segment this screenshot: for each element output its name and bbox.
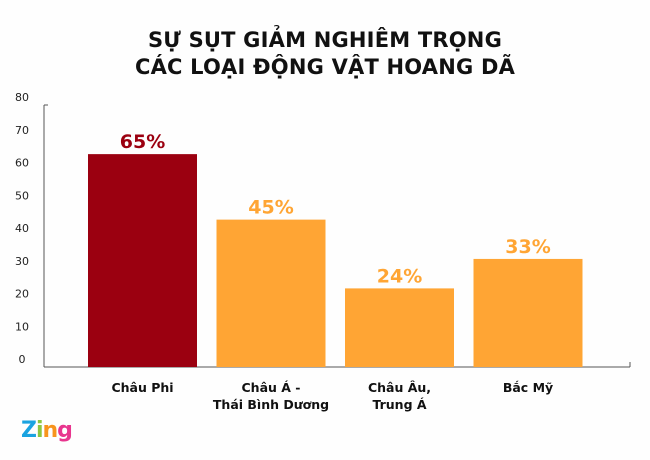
y-tick-label: 60 xyxy=(15,157,29,170)
bar xyxy=(216,219,326,367)
y-tick-label: 30 xyxy=(15,255,29,268)
bar xyxy=(88,154,197,367)
x-tick-label: Bắc Mỹ xyxy=(503,380,553,395)
chart-title-line-2: CÁC LOẠI ĐỘNG VẬT HOANG DÃ xyxy=(134,55,516,79)
data-label: 45% xyxy=(248,197,293,219)
x-tick-label: Trung Á xyxy=(372,397,426,412)
y-tick-label: 80 xyxy=(15,91,29,104)
bar xyxy=(345,288,454,367)
x-tick-label: Thái Bình Dương xyxy=(213,397,329,412)
logo-letter: i xyxy=(35,418,43,443)
y-tick-label: 40 xyxy=(15,222,29,235)
y-tick-label: 10 xyxy=(15,320,29,333)
data-label: 24% xyxy=(377,265,422,287)
x-tick-label: Châu Âu, xyxy=(368,380,431,395)
y-tick-label: 0 xyxy=(19,353,26,366)
y-tick-label: 70 xyxy=(15,124,29,137)
y-tick-label: 20 xyxy=(15,288,29,301)
chart-title-line-1: SỰ SỤT GIẢM NGHIÊM TRỌNG xyxy=(147,28,503,52)
x-tick-label: Châu Phi xyxy=(111,380,173,395)
logo-letter: Z xyxy=(21,418,37,443)
data-label: 33% xyxy=(505,236,550,258)
logo-letter: n xyxy=(42,418,59,443)
logo-letter: g xyxy=(57,418,73,443)
y-tick-label: 50 xyxy=(15,189,29,202)
bar xyxy=(473,258,583,367)
x-tick-label: Châu Á - xyxy=(242,380,301,395)
data-label: 65% xyxy=(120,131,165,153)
zing-logo: Zing xyxy=(21,418,73,443)
